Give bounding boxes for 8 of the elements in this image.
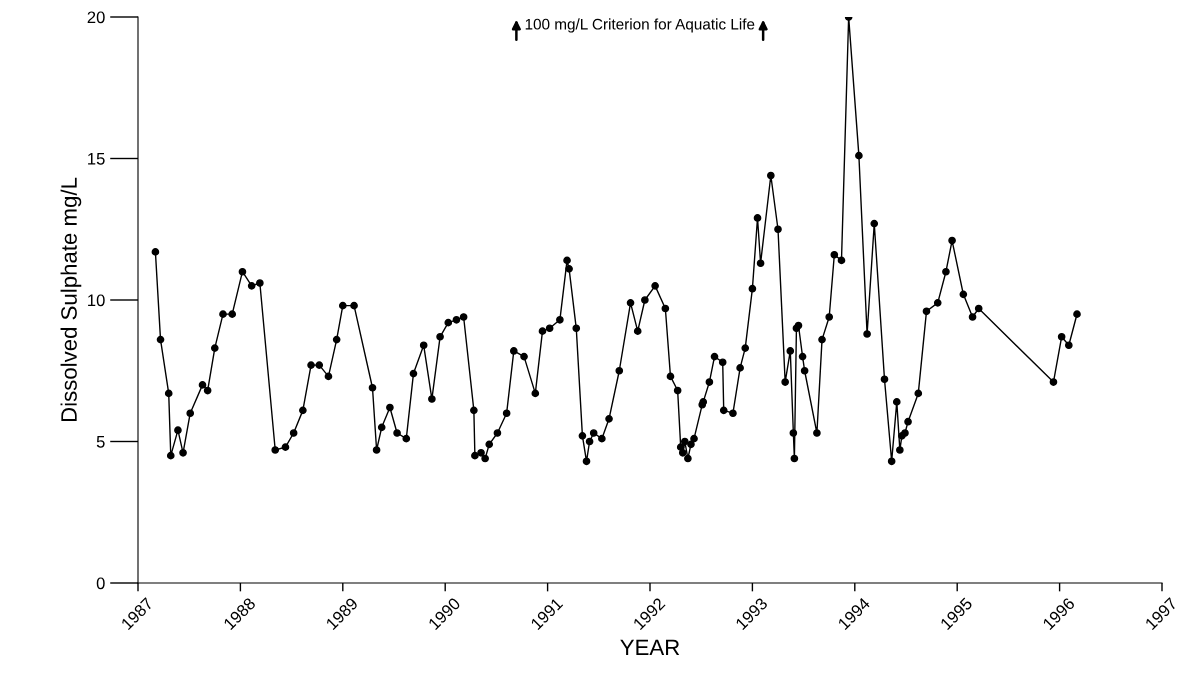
y-tick-label: 20 bbox=[87, 11, 105, 24]
x-axis-title: YEAR bbox=[620, 639, 680, 656]
y-tick-label: 15 bbox=[88, 153, 105, 165]
y-tick-label: 10 bbox=[88, 294, 105, 307]
y-axis-title: Dissolved Sulphate mg/L bbox=[60, 177, 82, 422]
annotation: 100 mg/L Criterion for Aquatic Life bbox=[525, 18, 755, 33]
y-tick-label: 5 bbox=[96, 436, 105, 448]
y-tick-label: 0 bbox=[96, 577, 105, 590]
